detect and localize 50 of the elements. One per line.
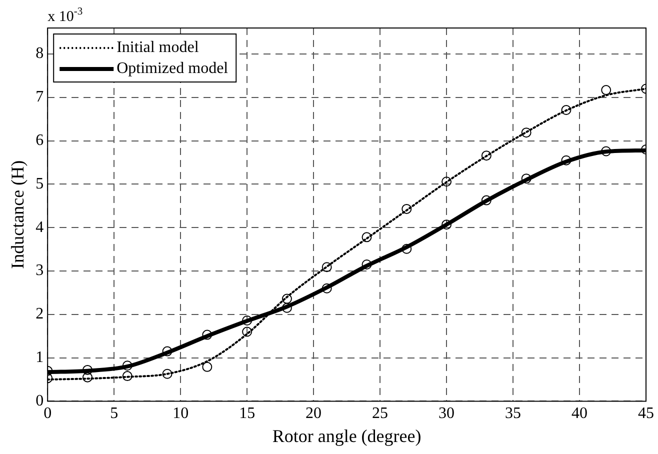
point	[242, 326, 252, 337]
point	[122, 360, 132, 371]
y-tick-label: 2	[36, 306, 44, 323]
x-axis-title: Rotor angle (degree)	[272, 426, 422, 446]
y-tick-label: 8	[36, 45, 44, 62]
point	[202, 362, 212, 372]
x-tick-label: 15	[239, 405, 256, 422]
point	[601, 85, 612, 96]
point	[601, 146, 612, 156]
point	[481, 195, 492, 206]
y-tick-label: 5	[36, 175, 44, 192]
point	[282, 294, 292, 304]
x-tick-label: 10	[172, 405, 189, 422]
point	[162, 368, 172, 379]
point	[402, 244, 412, 254]
point	[82, 364, 92, 375]
y-tick-label: 4	[36, 218, 44, 236]
point	[322, 283, 332, 294]
point	[242, 315, 252, 326]
point	[561, 155, 572, 166]
y-axis-title: Inductance (H)	[8, 160, 28, 269]
point	[521, 128, 532, 138]
point	[481, 150, 492, 161]
point	[202, 330, 212, 340]
point	[521, 174, 532, 184]
y-tick-label: 7	[36, 88, 44, 106]
point	[82, 372, 92, 382]
x-tick-label: 5	[110, 405, 118, 422]
x-tick-label: 25	[372, 405, 388, 422]
x-tick-label: 20	[306, 405, 322, 422]
y-tick-label: 6	[36, 132, 44, 150]
y-tick-label: 1	[36, 349, 44, 366]
point	[561, 105, 572, 116]
point	[162, 346, 172, 356]
point	[442, 220, 452, 230]
point	[122, 371, 132, 382]
x-tick-label: 45	[638, 405, 654, 422]
point	[442, 176, 452, 187]
legend-label: Optimized model	[116, 60, 229, 78]
y-tick-label: 3	[36, 262, 44, 280]
point	[362, 260, 372, 270]
point	[322, 262, 332, 272]
x-tick-label: 30	[438, 405, 455, 422]
x-tick-label: 35	[505, 405, 522, 422]
legend-label: Initial model	[116, 39, 200, 56]
y-tick-label: 0	[36, 392, 44, 410]
point	[402, 204, 412, 214]
point	[362, 232, 372, 242]
point	[282, 302, 292, 313]
x-tick-label: 40	[572, 405, 588, 422]
